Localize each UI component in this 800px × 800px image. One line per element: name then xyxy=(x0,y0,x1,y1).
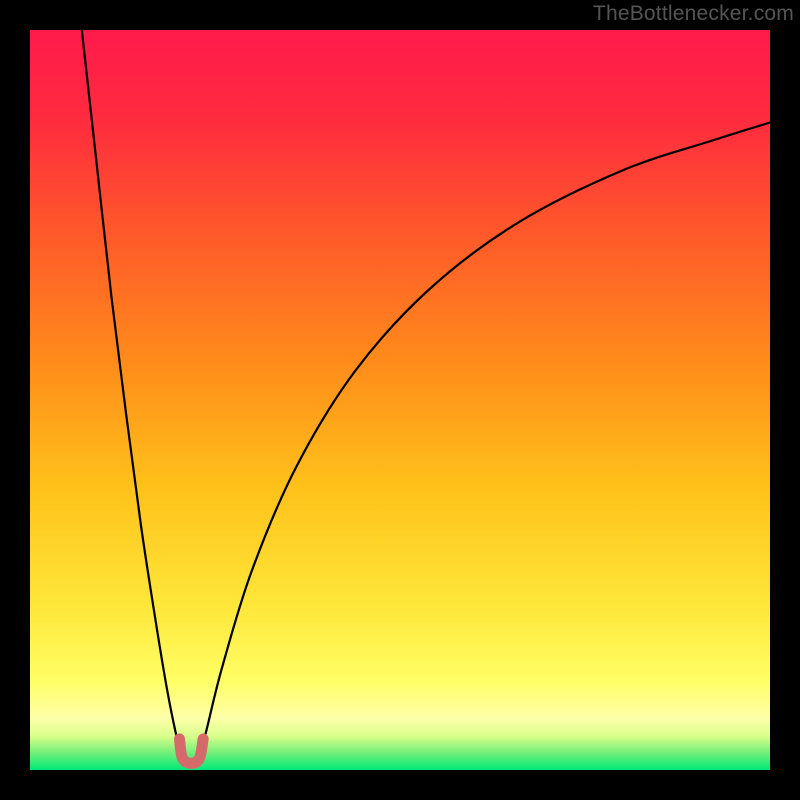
chart-root: TheBottlenecker.com xyxy=(0,0,800,800)
chart-canvas xyxy=(0,0,800,800)
plot-area xyxy=(30,30,770,770)
